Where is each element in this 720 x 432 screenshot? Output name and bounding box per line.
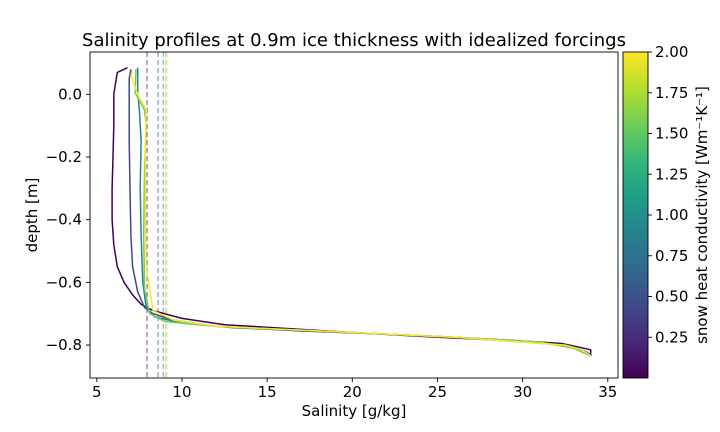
x-tick-label: 25 [428,383,447,401]
y-tick-label: 0.0 [58,85,82,103]
colorbar-tick-label: 1.25 [655,165,688,183]
colorbar-fill [623,52,648,378]
plot-frame [89,51,619,379]
colorbar-tick-label: 1.00 [655,206,688,224]
plot-area [89,51,619,379]
y-tick-label: −0.4 [46,211,82,229]
y-tick-label: −0.8 [46,336,82,354]
colorbar-tick-label: 0.75 [655,247,688,265]
colorbar-tick-label: 0.50 [655,288,688,306]
series-line-0 [111,67,592,357]
x-tick-label: 5 [92,383,102,401]
colorbar-tick-label: 2.00 [655,43,688,61]
series-line-3 [134,69,592,357]
colorbar-tick-label: 1.75 [655,84,688,102]
series-lines [111,67,592,357]
x-axis: 5 10 15 20 25 30 35 [92,378,617,401]
y-tick-label: −0.2 [46,148,82,166]
y-axis: 0.0 −0.2 −0.4 −0.6 −0.8 [46,85,90,354]
series-line-4 [130,70,592,357]
colorbar-tick-label: 0.25 [655,328,688,346]
x-tick-label: 30 [513,383,532,401]
y-tick-label: −0.6 [46,273,82,291]
colorbar: 0.25 0.50 0.75 1.00 1.25 1.50 1.75 2.00 snow he… [622,43,711,379]
colorbar-tick-label: 1.50 [655,125,688,143]
colorbar-ticks: 0.25 0.50 0.75 1.00 1.25 1.50 1.75 2.00 [648,43,688,346]
reference-lines [146,52,168,378]
y-axis-label: depth [m] [23,178,41,253]
series-line-2 [136,67,592,356]
x-tick-label: 10 [172,383,191,401]
x-tick-label: 35 [598,383,617,401]
chart-title: Salinity profiles at 0.9m ice thickness … [82,30,626,51]
colorbar-label: snow heat conductivity [Wm⁻¹K⁻¹] [693,86,711,344]
x-tick-label: 15 [258,383,277,401]
series-line-1 [128,69,592,356]
x-tick-label: 20 [343,383,362,401]
x-axis-label: Salinity [g/kg] [302,402,407,420]
